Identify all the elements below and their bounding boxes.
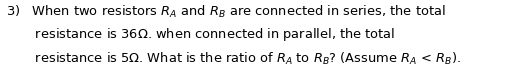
Text: resistance is 5$\Omega$. What is the ratio of $\mathbf{\mathit{R}}_A$ to $\mathb: resistance is 5$\Omega$. What is the rat…	[6, 51, 461, 67]
Text: 3)   When two resistors $\mathbf{\mathit{R}}_A$ and $\mathbf{\mathit{R}}_B$ are : 3) When two resistors $\mathbf{\mathit{R…	[6, 4, 446, 20]
Text: resistance is 36$\Omega$. when connected in parallel, the total: resistance is 36$\Omega$. when connected…	[6, 26, 396, 43]
